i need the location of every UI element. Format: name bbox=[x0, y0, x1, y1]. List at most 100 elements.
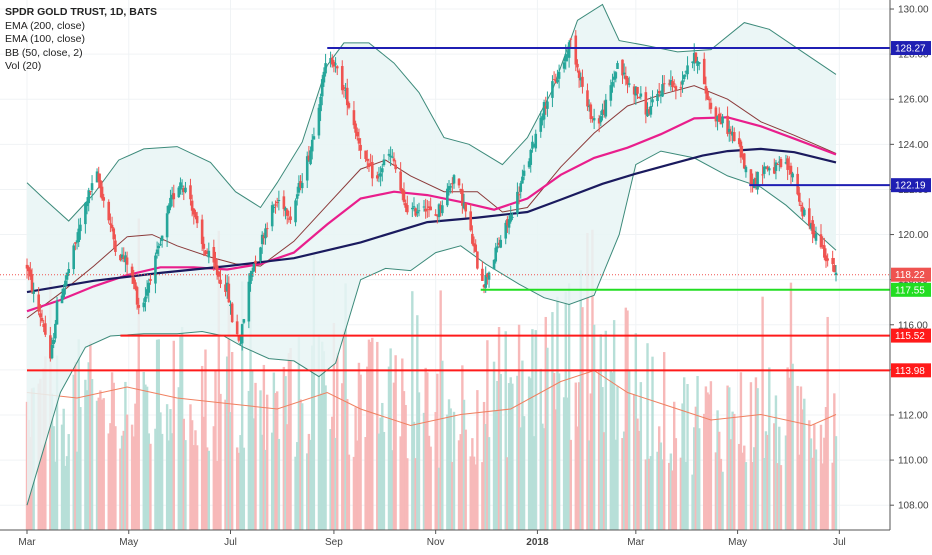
volume-bar bbox=[89, 341, 92, 530]
volume-bar bbox=[683, 377, 686, 530]
candle bbox=[544, 96, 548, 115]
volume-bar bbox=[189, 404, 192, 530]
candle bbox=[717, 107, 721, 122]
volume-bar bbox=[215, 460, 219, 530]
candle bbox=[50, 337, 54, 360]
volume-bar bbox=[591, 229, 594, 530]
volume-bar bbox=[417, 392, 421, 530]
candle bbox=[452, 174, 456, 189]
volume-bar bbox=[551, 312, 554, 530]
volume-bar bbox=[706, 392, 709, 530]
candle bbox=[380, 163, 384, 182]
volume-bar bbox=[622, 431, 626, 530]
volume-bar bbox=[744, 462, 748, 530]
volume-bar bbox=[97, 397, 100, 530]
volume-bar bbox=[74, 361, 77, 530]
candle bbox=[487, 271, 491, 288]
volume-bar bbox=[649, 456, 653, 530]
candle bbox=[803, 207, 806, 217]
candle bbox=[589, 102, 593, 123]
candle bbox=[461, 183, 464, 214]
candle bbox=[833, 257, 836, 273]
candle bbox=[25, 258, 29, 279]
volume-bar bbox=[461, 365, 464, 530]
candle bbox=[796, 167, 799, 196]
volume-bar bbox=[609, 369, 613, 530]
candle bbox=[394, 160, 397, 173]
candle bbox=[79, 217, 82, 240]
volume-bar bbox=[312, 254, 316, 530]
volume-bar bbox=[401, 358, 404, 530]
candle bbox=[509, 205, 513, 224]
candle bbox=[691, 61, 694, 69]
volume-bar bbox=[260, 434, 264, 530]
candle bbox=[137, 297, 141, 315]
volume-bar bbox=[564, 291, 567, 530]
candle bbox=[225, 274, 229, 299]
volume-bar bbox=[729, 439, 733, 530]
volume-bar bbox=[414, 458, 417, 530]
candle bbox=[44, 315, 47, 338]
volume-bar bbox=[833, 393, 836, 530]
candle bbox=[84, 201, 87, 234]
volume-bar bbox=[114, 426, 117, 530]
volume-bar bbox=[157, 339, 160, 530]
candle bbox=[100, 180, 104, 201]
volume-bar bbox=[634, 333, 638, 530]
volume-bar bbox=[739, 372, 743, 530]
volume-bar bbox=[242, 447, 246, 530]
volume-bar bbox=[567, 283, 571, 530]
volume-bar bbox=[691, 474, 694, 530]
volume-bar bbox=[109, 423, 112, 530]
candle bbox=[696, 56, 699, 74]
candle bbox=[813, 223, 816, 239]
volume-bar bbox=[142, 371, 145, 530]
candle bbox=[831, 250, 834, 272]
svg-text:122.19: 122.19 bbox=[895, 181, 926, 192]
volume-bar bbox=[708, 394, 711, 530]
volume-bar bbox=[346, 398, 349, 530]
volume-bar bbox=[190, 420, 194, 530]
volume-bar bbox=[557, 373, 561, 530]
candle bbox=[644, 86, 648, 124]
candle bbox=[342, 84, 346, 98]
candle bbox=[317, 104, 321, 139]
candle bbox=[247, 273, 251, 329]
volume-bar bbox=[336, 352, 339, 530]
candle bbox=[801, 202, 804, 220]
volume-bar bbox=[546, 347, 549, 530]
price-label: 117.55 bbox=[891, 282, 931, 297]
candle bbox=[365, 149, 369, 170]
candle bbox=[481, 261, 484, 282]
volume-bar bbox=[766, 434, 769, 530]
candle bbox=[205, 248, 209, 255]
volume-bar bbox=[377, 433, 381, 530]
candle bbox=[282, 190, 286, 217]
candle bbox=[744, 165, 748, 178]
volume-bar bbox=[252, 418, 256, 530]
volume-bar bbox=[132, 436, 135, 530]
volume-bar bbox=[324, 385, 327, 530]
candle bbox=[661, 75, 664, 98]
level-lines bbox=[0, 47, 890, 372]
volume-bar bbox=[698, 428, 701, 530]
candle bbox=[492, 259, 496, 270]
candle bbox=[77, 218, 81, 248]
candle bbox=[787, 156, 791, 175]
price-label: 118.22 bbox=[891, 267, 931, 282]
volume-bar bbox=[259, 390, 262, 530]
volume-bar bbox=[135, 370, 139, 530]
volume-bar bbox=[319, 393, 322, 530]
candle bbox=[459, 188, 462, 195]
candle bbox=[808, 198, 811, 230]
candle bbox=[29, 262, 32, 280]
candle bbox=[264, 223, 267, 245]
volume-bar bbox=[486, 340, 489, 530]
candle bbox=[312, 127, 316, 140]
candle bbox=[114, 234, 117, 256]
volume-bar bbox=[331, 416, 334, 530]
candle bbox=[334, 57, 337, 73]
volume-bar bbox=[599, 334, 603, 530]
